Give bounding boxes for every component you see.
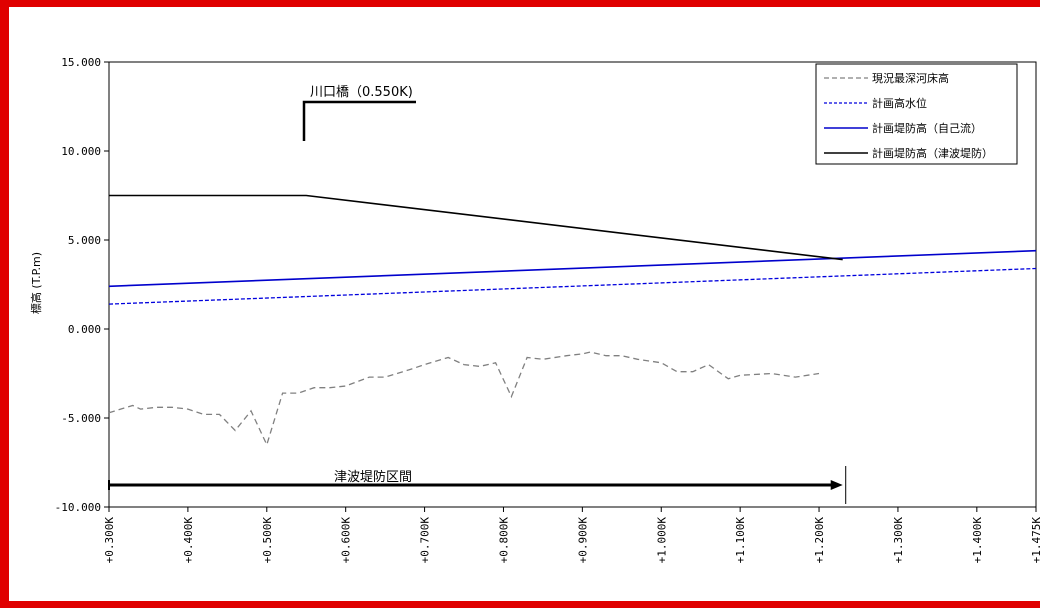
legend-label: 計画高水位 <box>872 96 927 110</box>
plot-area <box>108 61 1037 508</box>
legend-label: 現況最深河床高 <box>872 71 949 85</box>
x-tick-label: +1.000K <box>655 517 668 564</box>
y-axis: 15.000 10.000 5.000 0.000 -5.000 -10.000 <box>55 56 109 514</box>
x-tick-label: +0.400K <box>182 517 195 564</box>
x-tick-label: +0.300K <box>103 517 116 564</box>
x-axis: +0.300K +0.400K +0.500K +0.600K +0.700K +0.80… <box>103 507 1040 563</box>
x-tick-label: +0.500K <box>261 517 274 564</box>
x-tick-label: +0.700K <box>419 517 432 564</box>
riverbed-line <box>108 351 820 447</box>
y-tick-label: 10.000 <box>61 145 101 158</box>
y-tick-label: 5.000 <box>68 234 101 247</box>
y-tick-label: 0.000 <box>68 323 101 336</box>
levee-self-line <box>108 249 1037 288</box>
y-tick-label: -10.000 <box>55 501 101 514</box>
series-layer <box>108 194 1037 447</box>
tsunami-section-label: 津波堤防区間 <box>334 469 412 485</box>
tsunami-arrow-head <box>830 480 843 490</box>
x-tick-label: +1.475K <box>1030 517 1040 564</box>
x-tick-label: +1.200K <box>813 517 826 564</box>
plot-border <box>108 61 1037 508</box>
x-tick-label: +1.300K <box>892 517 905 564</box>
y-tick-label: 15.000 <box>61 56 101 69</box>
bridge-marker <box>302 100 416 141</box>
hwl-line <box>108 267 1037 305</box>
y-tick-label: -5.000 <box>61 412 101 425</box>
x-tick-label: +1.400K <box>971 517 984 564</box>
x-tick-label: +0.600K <box>340 517 353 564</box>
legend-box <box>815 63 1018 165</box>
legend-label: 計画堤防高（津波堤防） <box>872 146 993 160</box>
x-tick-label: +0.800K <box>497 517 510 564</box>
levee-tsunami-line <box>109 194 843 261</box>
bridge-label: 川口橋（0.550K) <box>310 85 413 100</box>
legend-label: 計画堤防高（自己流） <box>872 121 982 135</box>
y-axis-label: 標高 (T.P.m) <box>29 252 43 314</box>
x-tick-label: +1.100K <box>734 517 747 564</box>
x-tick-label: +0.900K <box>576 517 589 564</box>
annotations: 川口橋（0.550K) 津波堤防区間 <box>108 85 847 504</box>
